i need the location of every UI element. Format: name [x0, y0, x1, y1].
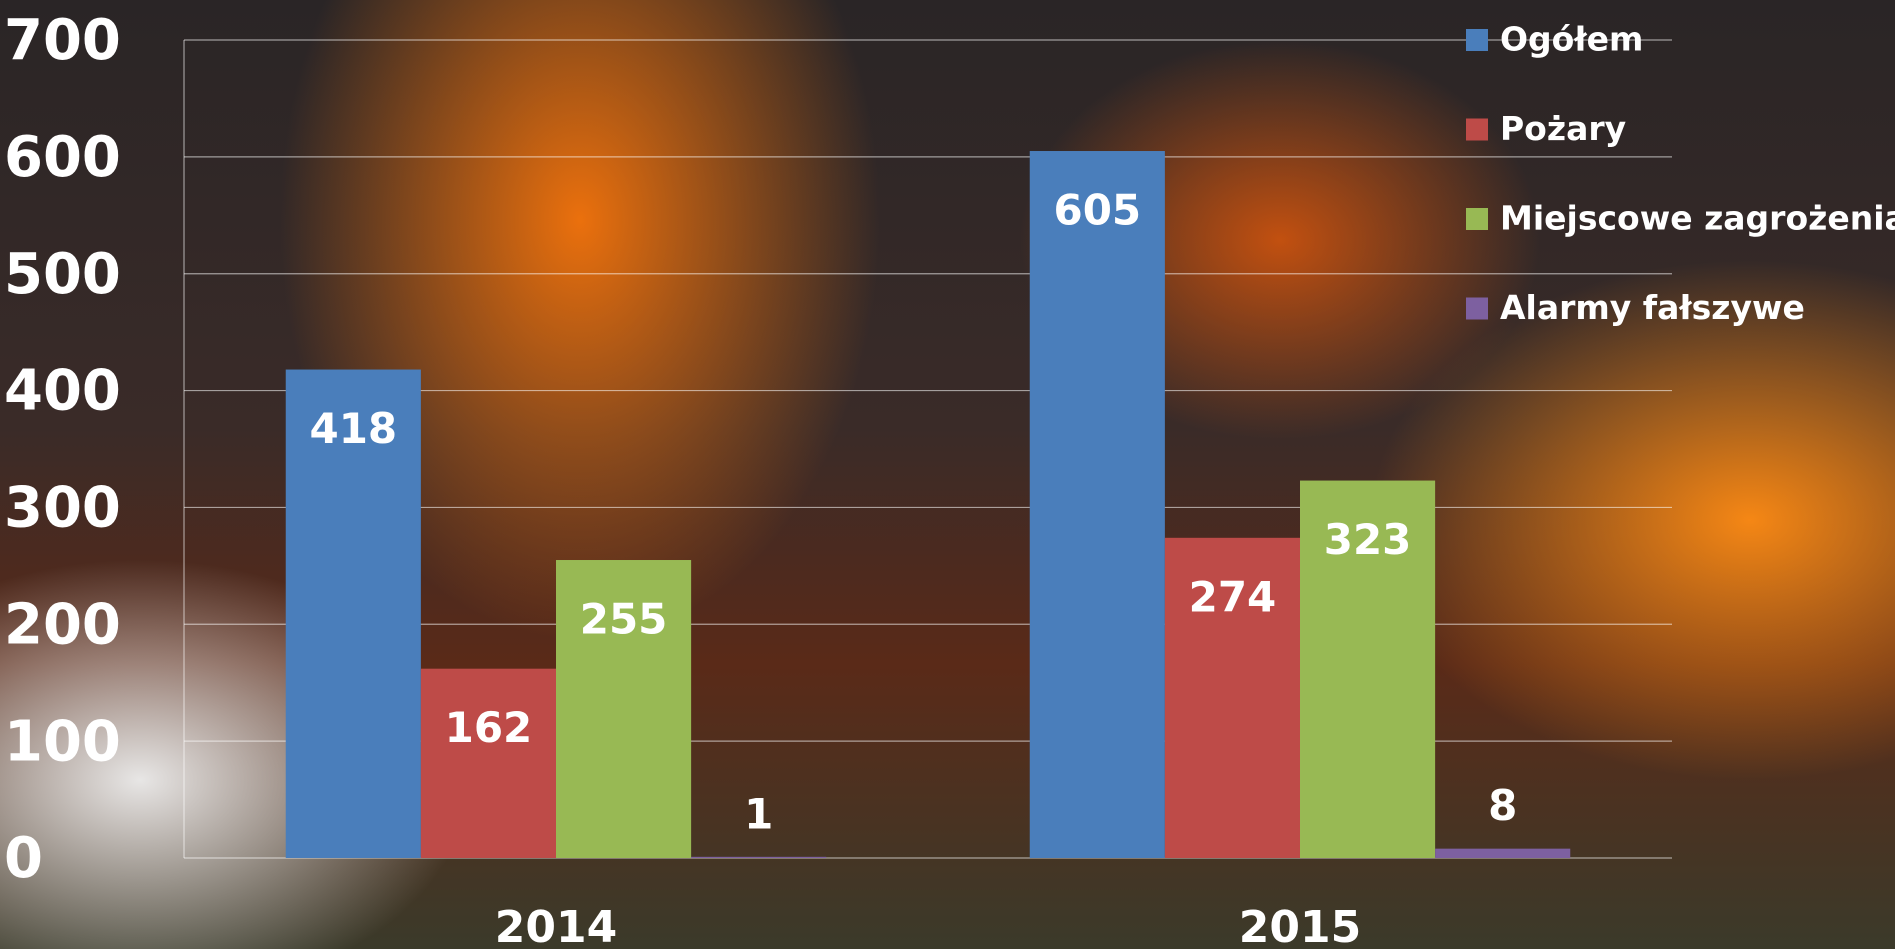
x-tick-label: 2014: [495, 902, 617, 949]
y-tick-label: 0: [4, 826, 43, 891]
data-label: 162: [445, 703, 533, 752]
legend-label: Alarmy fałszywe: [1500, 288, 1805, 327]
data-label: 8: [1488, 781, 1517, 830]
y-tick-label: 600: [4, 125, 121, 190]
y-tick-label: 100: [4, 709, 121, 774]
y-tick-label: 300: [4, 476, 121, 541]
bar: [285, 369, 421, 858]
data-label: 255: [580, 595, 668, 644]
legend-swatch: [1466, 297, 1488, 320]
legend-label: Ogółem: [1500, 20, 1643, 59]
bar: [1164, 537, 1300, 858]
bar: [1029, 151, 1165, 858]
y-tick-label: 700: [4, 8, 121, 73]
data-label: 605: [1053, 186, 1141, 235]
legend-swatch: [1466, 118, 1488, 141]
legend-label: Pożary: [1500, 109, 1626, 148]
data-label: 1: [744, 789, 773, 838]
legend-swatch: [1466, 29, 1488, 51]
y-tick-label: 500: [4, 242, 121, 307]
data-label: 418: [309, 404, 397, 453]
legend-label: Miejscowe zagrożenia: [1500, 199, 1895, 238]
bar: [1300, 480, 1436, 858]
x-tick-label: 2015: [1239, 902, 1361, 949]
legend-swatch: [1466, 208, 1488, 230]
y-tick-label: 200: [4, 592, 121, 657]
bar: [691, 856, 827, 858]
bar: [420, 668, 556, 858]
y-tick-label: 400: [4, 359, 121, 424]
bar: [1435, 848, 1571, 858]
bar: [556, 560, 692, 858]
data-label: 323: [1324, 515, 1412, 564]
data-label: 274: [1189, 572, 1277, 621]
